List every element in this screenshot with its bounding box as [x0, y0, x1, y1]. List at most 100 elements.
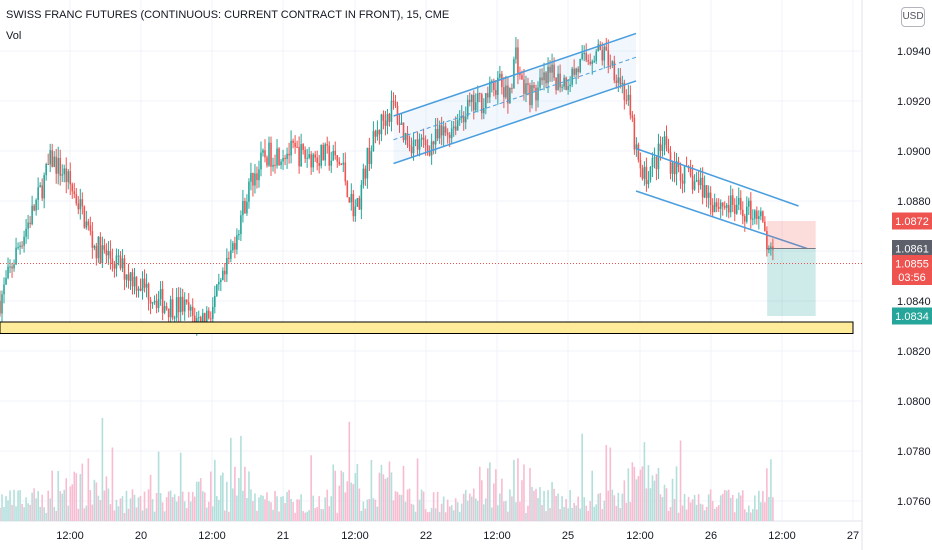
candle-body [21, 245, 23, 247]
candle-body [318, 163, 320, 166]
volume-bar [119, 498, 122, 521]
volume-bar [356, 464, 359, 521]
candle-body [296, 146, 298, 148]
candle-body [262, 150, 264, 153]
volume-bar [244, 466, 246, 521]
volume-bar [523, 464, 525, 521]
candle-body [601, 50, 604, 61]
volume-bar [493, 483, 495, 521]
candle-body [242, 200, 244, 216]
candle-body [621, 82, 624, 85]
candle-body [250, 173, 252, 182]
candle-body [669, 152, 672, 174]
candle-body [272, 164, 274, 167]
volume-bar [571, 507, 573, 521]
candle-body [392, 100, 395, 102]
candle-body [149, 299, 152, 304]
volume-bar [312, 495, 314, 521]
candle-body [99, 236, 102, 264]
volume-bar [3, 507, 5, 521]
candle-body [597, 44, 600, 52]
candle-body [671, 162, 674, 174]
volume-bar [743, 509, 746, 521]
candle-body [266, 157, 268, 166]
candle-body [466, 99, 469, 117]
candle-body [511, 87, 513, 89]
candle-body [89, 225, 92, 232]
candle-body [569, 84, 571, 87]
volume-bar [529, 467, 531, 521]
x-tick-label: 22 [420, 530, 432, 542]
volume-bar [85, 505, 88, 521]
candle-body [446, 132, 449, 135]
y-tick-label: 1.0800 [897, 396, 931, 408]
volume-bar [701, 504, 704, 521]
volume-bar [0, 507, 1, 521]
volume-bar [752, 509, 754, 521]
candle-body [741, 209, 744, 217]
volume-bar [207, 501, 210, 521]
candle-body [183, 299, 186, 312]
candle-body [663, 136, 666, 145]
candle-body [270, 142, 272, 167]
candle-body [354, 206, 357, 217]
volume-bar [553, 488, 555, 521]
volume-bar [531, 486, 533, 521]
candle-body [515, 47, 517, 60]
volume-bar [107, 488, 110, 521]
volume-bar [629, 502, 632, 521]
candle-body [145, 283, 148, 288]
candle-body [653, 157, 656, 159]
volume-bar [464, 489, 467, 521]
candle-body [448, 134, 451, 139]
candle-body [35, 199, 37, 211]
volume-bar [458, 511, 461, 521]
volume-bar [607, 490, 610, 521]
volume-bar [470, 496, 473, 521]
volume-bar [591, 470, 594, 521]
candle-body [483, 108, 485, 114]
candle-body [220, 280, 222, 282]
y-tick-label: 1.0820 [897, 346, 931, 358]
lower-channel-line [635, 147, 799, 207]
volume-bar [268, 501, 270, 521]
candle-body [655, 157, 658, 170]
volume-bar [424, 509, 427, 521]
candle-body [679, 167, 682, 181]
currency-button[interactable]: USD [901, 7, 925, 27]
candle-body [474, 102, 477, 111]
candle-body [7, 266, 9, 278]
candle-body [360, 184, 363, 210]
candle-body [390, 100, 393, 122]
candle-body [384, 120, 387, 126]
candle-body [404, 133, 407, 141]
volume-bar [310, 455, 312, 521]
candle-body [191, 306, 194, 316]
volume-bar [216, 496, 218, 521]
volume-bar [515, 502, 517, 521]
candle-body [310, 154, 312, 168]
candle-body [711, 205, 714, 213]
volume-bar [89, 490, 92, 521]
candle-body [408, 144, 411, 147]
candle-body [260, 152, 262, 170]
candle-body [436, 129, 439, 139]
volume-bar [406, 489, 409, 521]
price-label-box [892, 212, 932, 230]
candle-body [438, 125, 441, 139]
volume-bar [430, 507, 433, 521]
volume-bar [541, 504, 543, 521]
candle-body [107, 251, 110, 256]
candle-body [525, 83, 527, 94]
volume-bar [314, 508, 316, 521]
volume-bar [378, 472, 381, 521]
volume-bar [360, 510, 363, 521]
volume-bar [440, 503, 443, 521]
candle-body [581, 53, 583, 59]
candle-body [589, 61, 592, 64]
volume-bar [489, 462, 491, 521]
volume-bar [322, 509, 325, 521]
volume-bar [47, 490, 49, 521]
volume-bar [466, 500, 469, 521]
